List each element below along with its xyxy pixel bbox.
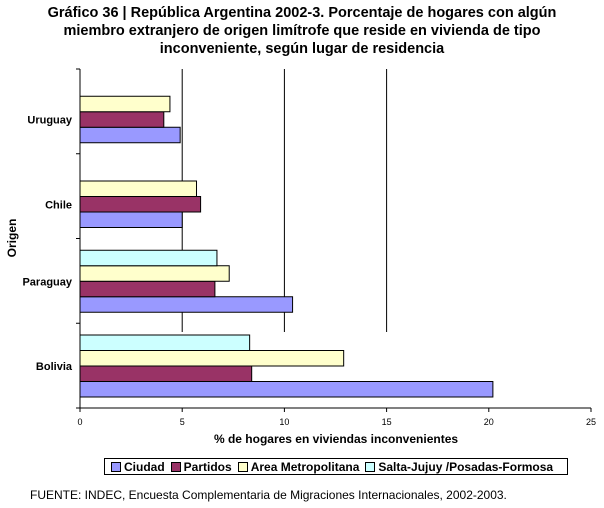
bar-bolivia-ciudad (79, 381, 494, 398)
bar-chile-area-metropolitana (79, 180, 198, 197)
category-label-paraguay: Paraguay (22, 276, 72, 288)
x-tick-label-10: 10 (279, 417, 289, 427)
chart-title-line-1: Gráfico 36 | República Argentina 2002-3.… (47, 5, 557, 21)
bar-paraguay-partidos (79, 280, 216, 298)
source-note: FUENTE: INDEC, Encuesta Complementaria d… (30, 488, 507, 502)
chart-title-line-3: inconveniente, según lugar de residencia (159, 41, 445, 57)
chart-title: Gráfico 36 | República Argentina 2002-3.… (0, 4, 604, 58)
x-tick-label-15: 15 (382, 417, 392, 427)
legend-swatch (111, 461, 121, 472)
bar-bolivia-area-metropolitana (79, 350, 345, 367)
bar-bolivia-partidos (79, 365, 253, 382)
legend-item-area-metropolitana: Area Metropolitana (237, 459, 360, 474)
legend-label: Partidos (183, 459, 232, 474)
legend-item-salta-jujuy-posadas-formosa: Salta-Jujuy /Posadas-Formosa (365, 460, 553, 474)
bar-chile-partidos (79, 196, 202, 213)
category-label-chile: Chile (45, 199, 72, 211)
category-label-uruguay: Uruguay (27, 115, 73, 127)
bar-bolivia-salta-jujuy-posadas-formosa (79, 334, 251, 351)
category-label-bolivia: Bolivia (36, 361, 73, 373)
bar-paraguay-ciudad (79, 296, 294, 313)
legend-label: Ciudad (124, 459, 165, 474)
legend-item-ciudad: Ciudad (111, 460, 165, 474)
bar-chile-ciudad (79, 211, 183, 228)
legend: Ciudad Partidos Area Metropolitana Salta-Ju… (104, 458, 568, 475)
x-tick-label-0: 0 (77, 417, 82, 427)
y-axis-title: Origen (5, 219, 19, 258)
bar-paraguay-salta-jujuy-posadas-formosa (79, 249, 218, 267)
bar-paraguay-area-metropolitana (79, 265, 230, 282)
legend-label: Area Metropolitana (250, 459, 360, 474)
x-tick-label-20: 20 (484, 417, 494, 427)
legend-swatch (365, 461, 376, 472)
legend-swatch (237, 461, 248, 472)
bar-uruguay-ciudad (79, 126, 181, 144)
bar-uruguay-area-metropolitana (79, 95, 171, 113)
legend-item-partidos: Partidos (170, 459, 232, 474)
x-tick-label-25: 25 (586, 417, 596, 427)
legend-label: Salta-Jujuy /Posadas-Formosa (378, 459, 554, 474)
legend-swatch (170, 461, 181, 472)
x-axis-title: % de hogares en viviendas inconvenientes (214, 432, 458, 446)
bar-uruguay-partidos (79, 111, 165, 128)
x-tick-label-5: 5 (180, 417, 185, 427)
chart-title-line-2: miembro extranjero de origen limítrofe q… (63, 23, 541, 39)
